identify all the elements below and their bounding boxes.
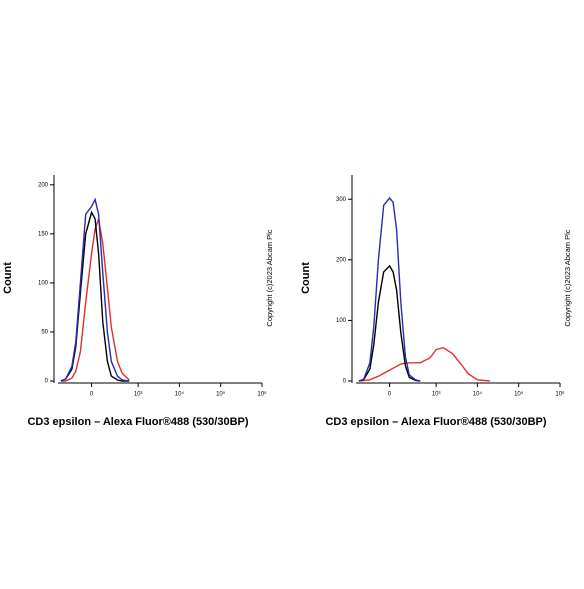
x-tick-label: 10⁵ <box>514 391 524 398</box>
histogram-line <box>358 196 421 382</box>
copyright: Copyright (c)2023 Abcam Plc <box>265 229 274 326</box>
y-tick-label: 150 <box>38 231 49 237</box>
x-tick-label: 0 <box>388 392 392 398</box>
histogram-line <box>60 197 130 382</box>
x-tick-label: 10⁵ <box>216 391 226 398</box>
y-tick-label: 200 <box>38 182 49 188</box>
x-tick-label: 10³ <box>432 392 441 398</box>
x-tick-label: 10⁶ <box>555 391 565 398</box>
x-axis-label: CD3 epsilon – Alexa Fluor®488 (530/30BP) <box>27 416 248 428</box>
x-tick-label: 0 <box>90 392 94 398</box>
histogram-line <box>358 264 421 382</box>
copyright: Copyright (c)2023 Abcam Plc <box>563 229 572 326</box>
y-tick-label: 100 <box>38 280 49 286</box>
y-axis-label: Count <box>2 262 14 294</box>
x-tick-label: 10⁴ <box>175 391 185 398</box>
histogram-line <box>60 216 130 382</box>
y-tick-label: 100 <box>336 318 347 324</box>
y-tick-label: 300 <box>336 197 347 203</box>
y-axis-label: Count <box>300 262 312 294</box>
x-tick-label: 10³ <box>134 392 143 398</box>
histogram-line <box>358 346 490 382</box>
y-tick-label: 0 <box>45 379 49 385</box>
y-tick-label: 50 <box>41 330 48 336</box>
histogram-line <box>60 210 130 382</box>
x-tick-label: 10⁶ <box>257 391 267 398</box>
y-tick-label: 0 <box>343 379 347 385</box>
x-tick-label: 10⁴ <box>473 391 483 398</box>
y-tick-label: 200 <box>336 257 347 263</box>
x-axis-label: CD3 epsilon – Alexa Fluor®488 (530/30BP) <box>325 416 546 428</box>
